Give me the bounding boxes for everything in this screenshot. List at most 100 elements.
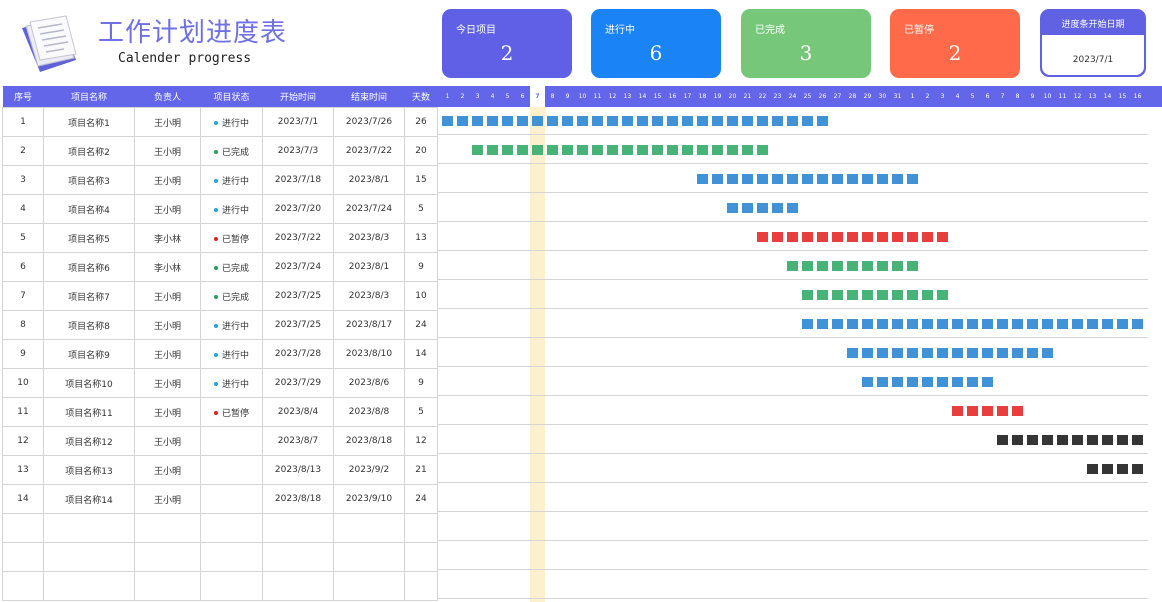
- day-count[interactable]: 13: [404, 223, 438, 253]
- start-date[interactable]: 2023/7/18: [262, 165, 334, 195]
- end-date[interactable]: 2023/9/10: [333, 484, 405, 514]
- day-count[interactable]: 26: [404, 107, 438, 137]
- end-date[interactable]: 2023/8/3: [333, 223, 405, 253]
- table-row[interactable]: 5 项目名称5 李小林 已暂停 2023/7/22 2023/8/3 13: [2, 223, 438, 253]
- start-date[interactable]: 2023/8/18: [262, 484, 334, 514]
- end-date[interactable]: 2023/8/3: [333, 281, 405, 311]
- end-date[interactable]: 2023/9/2: [333, 455, 405, 485]
- table-row[interactable]: 10 项目名称10 王小明 进行中 2023/7/29 2023/8/6 9: [2, 368, 438, 398]
- project-name[interactable]: 项目名称13: [43, 455, 135, 485]
- row-number[interactable]: 6: [2, 252, 44, 282]
- row-number[interactable]: 1: [2, 107, 44, 137]
- project-status[interactable]: [200, 484, 263, 514]
- project-name[interactable]: 项目名称8: [43, 310, 135, 340]
- table-row[interactable]: 11 项目名称11 王小明 已暂停 2023/8/4 2023/8/8 5: [2, 397, 438, 427]
- project-name[interactable]: 项目名称7: [43, 281, 135, 311]
- day-count[interactable]: 15: [404, 165, 438, 195]
- end-date[interactable]: 2023/7/26: [333, 107, 405, 137]
- start-date[interactable]: 2023/7/24: [262, 252, 334, 282]
- row-number[interactable]: 12: [2, 426, 44, 456]
- start-date[interactable]: 2023/7/25: [262, 310, 334, 340]
- project-name[interactable]: 项目名称9: [43, 339, 135, 369]
- project-status[interactable]: 已完成: [200, 136, 263, 166]
- day-count[interactable]: 9: [404, 368, 438, 398]
- start-date[interactable]: 2023/7/1: [262, 107, 334, 137]
- day-count[interactable]: 12: [404, 426, 438, 456]
- empty-cell[interactable]: [333, 571, 405, 601]
- start-date[interactable]: 2023/7/28: [262, 339, 334, 369]
- table-row[interactable]: 2 项目名称2 王小明 已完成 2023/7/3 2023/7/22 20: [2, 136, 438, 166]
- empty-cell[interactable]: [134, 513, 201, 543]
- empty-cell[interactable]: [333, 542, 405, 572]
- day-count[interactable]: 10: [404, 281, 438, 311]
- empty-cell[interactable]: [262, 542, 334, 572]
- owner-name[interactable]: 李小林: [134, 223, 201, 253]
- table-row[interactable]: 6 项目名称6 李小林 已完成 2023/7/24 2023/8/1 9: [2, 252, 438, 282]
- project-status[interactable]: 进行中: [200, 165, 263, 195]
- end-date[interactable]: 2023/8/6: [333, 368, 405, 398]
- empty-cell[interactable]: [262, 513, 334, 543]
- row-number[interactable]: 10: [2, 368, 44, 398]
- end-date[interactable]: 2023/7/24: [333, 194, 405, 224]
- owner-name[interactable]: 王小明: [134, 368, 201, 398]
- table-row[interactable]: 13 项目名称13 王小明 2023/8/13 2023/9/2 21: [2, 455, 438, 485]
- end-date[interactable]: 2023/8/1: [333, 165, 405, 195]
- day-count[interactable]: 9: [404, 252, 438, 282]
- row-number[interactable]: 13: [2, 455, 44, 485]
- owner-name[interactable]: 王小明: [134, 281, 201, 311]
- start-date[interactable]: 2023/8/4: [262, 397, 334, 427]
- owner-name[interactable]: 王小明: [134, 455, 201, 485]
- empty-cell[interactable]: [404, 513, 438, 543]
- row-number[interactable]: 4: [2, 194, 44, 224]
- project-status[interactable]: 进行中: [200, 368, 263, 398]
- empty-cell[interactable]: [333, 513, 405, 543]
- start-date[interactable]: 2023/8/13: [262, 455, 334, 485]
- owner-name[interactable]: 王小明: [134, 426, 201, 456]
- day-count[interactable]: 14: [404, 339, 438, 369]
- project-status[interactable]: 进行中: [200, 339, 263, 369]
- start-date-field[interactable]: 2023/7/1: [1042, 35, 1144, 75]
- empty-cell[interactable]: [134, 571, 201, 601]
- project-name[interactable]: 项目名称5: [43, 223, 135, 253]
- empty-cell[interactable]: [2, 513, 44, 543]
- project-name[interactable]: 项目名称2: [43, 136, 135, 166]
- start-date[interactable]: 2023/7/22: [262, 223, 334, 253]
- project-status[interactable]: 进行中: [200, 310, 263, 340]
- row-number[interactable]: 9: [2, 339, 44, 369]
- project-name[interactable]: 项目名称14: [43, 484, 135, 514]
- table-row[interactable]: 4 项目名称4 王小明 进行中 2023/7/20 2023/7/24 5: [2, 194, 438, 224]
- start-date[interactable]: 2023/7/20: [262, 194, 334, 224]
- day-count[interactable]: 21: [404, 455, 438, 485]
- project-name[interactable]: 项目名称3: [43, 165, 135, 195]
- empty-cell[interactable]: [43, 571, 135, 601]
- end-date[interactable]: 2023/8/10: [333, 339, 405, 369]
- start-date[interactable]: 2023/8/7: [262, 426, 334, 456]
- project-name[interactable]: 项目名称11: [43, 397, 135, 427]
- table-row[interactable]: 9 项目名称9 王小明 进行中 2023/7/28 2023/8/10 14: [2, 339, 438, 369]
- owner-name[interactable]: 王小明: [134, 397, 201, 427]
- owner-name[interactable]: 王小明: [134, 165, 201, 195]
- day-count[interactable]: 20: [404, 136, 438, 166]
- row-number[interactable]: 14: [2, 484, 44, 514]
- owner-name[interactable]: 李小林: [134, 252, 201, 282]
- owner-name[interactable]: 王小明: [134, 339, 201, 369]
- project-status[interactable]: [200, 455, 263, 485]
- project-name[interactable]: 项目名称12: [43, 426, 135, 456]
- start-date[interactable]: 2023/7/25: [262, 281, 334, 311]
- project-status[interactable]: 已暂停: [200, 223, 263, 253]
- owner-name[interactable]: 王小明: [134, 310, 201, 340]
- end-date[interactable]: 2023/8/1: [333, 252, 405, 282]
- project-status[interactable]: [200, 426, 263, 456]
- owner-name[interactable]: 王小明: [134, 194, 201, 224]
- table-row[interactable]: 7 项目名称7 王小明 已完成 2023/7/25 2023/8/3 10: [2, 281, 438, 311]
- end-date[interactable]: 2023/7/22: [333, 136, 405, 166]
- owner-name[interactable]: 王小明: [134, 136, 201, 166]
- table-row[interactable]: 14 项目名称14 王小明 2023/8/18 2023/9/10 24: [2, 484, 438, 514]
- project-status[interactable]: 已完成: [200, 281, 263, 311]
- empty-cell[interactable]: [404, 542, 438, 572]
- row-number[interactable]: 2: [2, 136, 44, 166]
- day-count[interactable]: 24: [404, 310, 438, 340]
- empty-cell[interactable]: [404, 571, 438, 601]
- project-status[interactable]: 进行中: [200, 107, 263, 137]
- start-date[interactable]: 2023/7/3: [262, 136, 334, 166]
